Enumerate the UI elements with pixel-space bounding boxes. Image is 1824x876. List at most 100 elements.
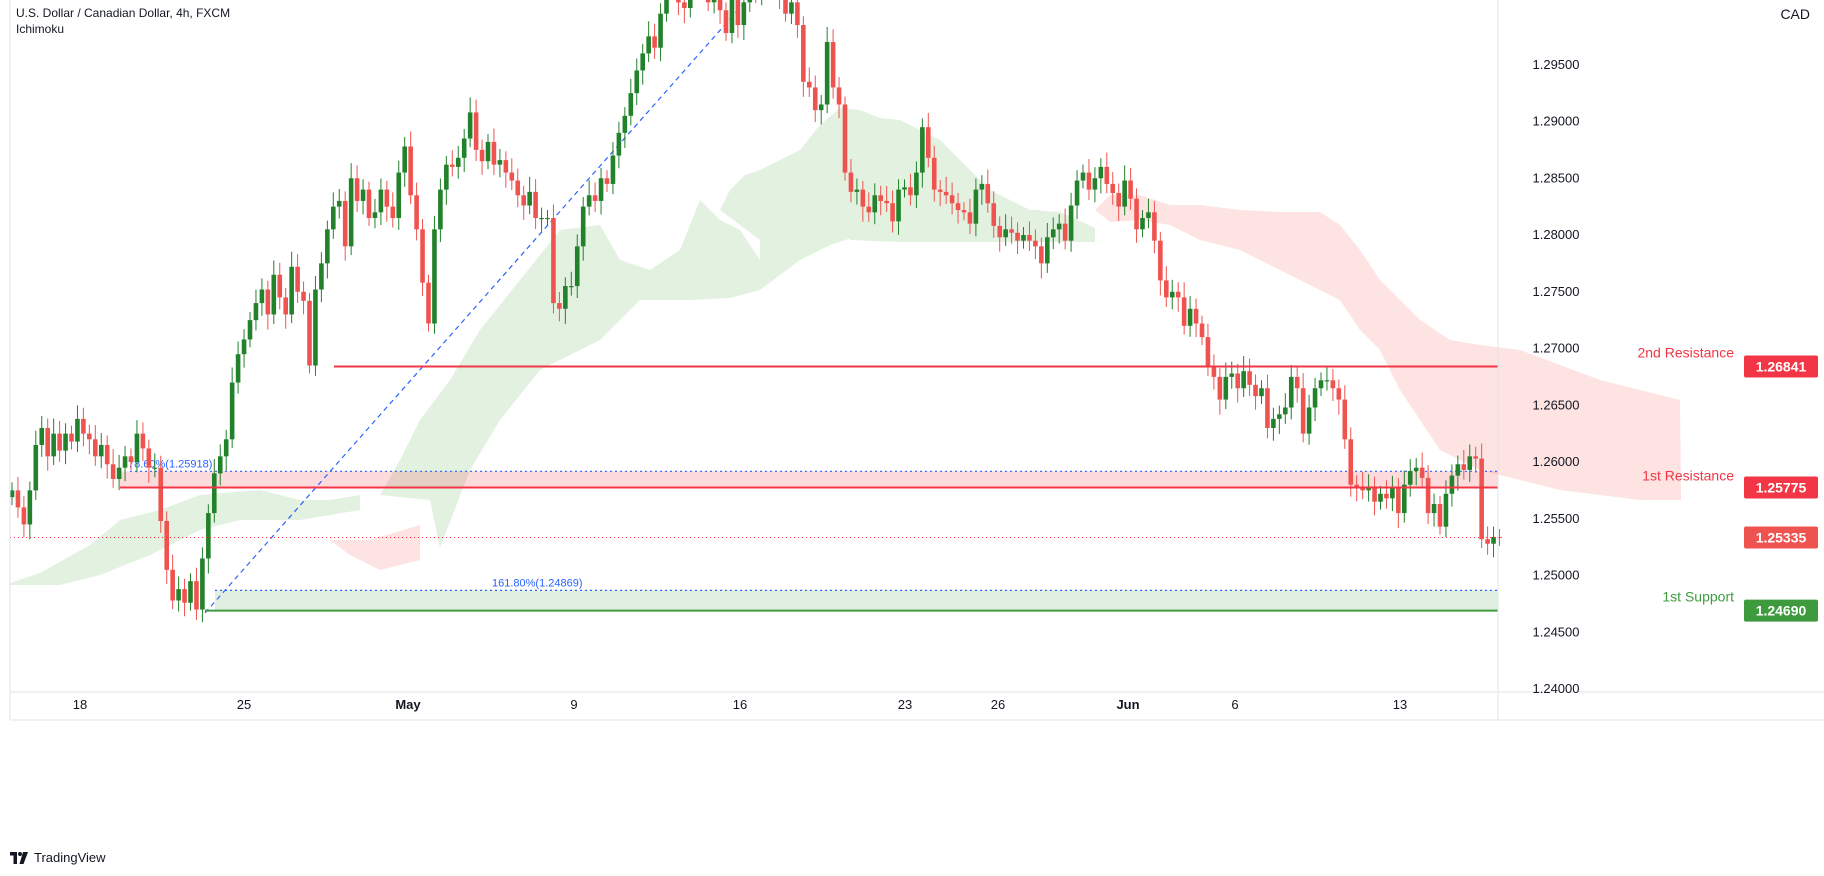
candle xyxy=(1384,480,1389,509)
candle xyxy=(735,0,741,38)
candle xyxy=(1491,526,1496,558)
candle-body xyxy=(1354,484,1359,487)
candle-body xyxy=(182,589,187,603)
candle xyxy=(479,139,485,175)
symbol-title[interactable]: U.S. Dollar / Canadian Dollar, 4h, FXCM xyxy=(16,6,231,20)
candle xyxy=(943,176,949,205)
candle xyxy=(336,189,342,219)
candle xyxy=(1265,374,1270,439)
candle xyxy=(973,178,979,237)
candle xyxy=(818,94,824,125)
candle xyxy=(69,425,74,450)
candle-body xyxy=(818,104,824,111)
candle xyxy=(640,43,645,85)
candle-body xyxy=(384,189,390,207)
candle xyxy=(795,0,800,38)
candle-body xyxy=(432,229,437,324)
candle xyxy=(1288,364,1294,420)
candle-body xyxy=(640,53,645,71)
candle xyxy=(949,182,955,215)
candle xyxy=(45,418,50,471)
candle-body xyxy=(1277,414,1282,419)
candle-body xyxy=(967,212,973,224)
candle-body xyxy=(949,195,955,204)
candle xyxy=(319,252,324,303)
candle-body xyxy=(1318,380,1324,389)
candle-body xyxy=(991,203,997,226)
candle xyxy=(1015,222,1020,255)
x-tick-label: 18 xyxy=(73,697,87,712)
candle-body xyxy=(503,160,509,173)
current-price-value: 1.25335 xyxy=(1756,529,1807,545)
candle xyxy=(1110,172,1116,205)
candle-body xyxy=(1413,467,1419,472)
candle-body xyxy=(973,189,979,224)
candle xyxy=(580,197,586,261)
candle-body xyxy=(937,189,943,192)
candle-body xyxy=(390,206,396,218)
footer-brand[interactable]: TradingView xyxy=(10,850,106,865)
candle xyxy=(557,291,562,322)
candle xyxy=(1342,385,1348,449)
candle-body xyxy=(1300,388,1306,434)
candle-body xyxy=(128,456,134,462)
candle xyxy=(75,405,80,452)
candle xyxy=(134,420,140,473)
candle xyxy=(1300,373,1306,443)
candle-body xyxy=(134,433,140,462)
candle xyxy=(21,496,27,538)
candle xyxy=(289,251,294,324)
candle xyxy=(104,435,110,479)
candle xyxy=(348,163,354,256)
candle-body xyxy=(1033,240,1038,247)
candle-body xyxy=(658,13,663,48)
candle xyxy=(723,2,729,41)
candle xyxy=(1497,528,1502,546)
candle-body xyxy=(21,507,27,525)
candle-body xyxy=(795,2,800,26)
candle-body xyxy=(682,2,687,9)
candle-body xyxy=(914,172,919,196)
candle xyxy=(1283,393,1288,424)
candle xyxy=(1098,158,1104,194)
candle-body xyxy=(140,433,146,449)
ichimoku-cloud-bull xyxy=(850,120,1095,242)
candle-body xyxy=(1116,193,1121,207)
candle xyxy=(354,165,360,213)
candle-body xyxy=(348,178,354,247)
candle-body xyxy=(247,320,253,340)
candle-body xyxy=(985,183,991,204)
candle xyxy=(9,482,15,506)
candle xyxy=(1116,183,1121,221)
candle xyxy=(455,145,461,179)
candle xyxy=(485,133,491,170)
candle xyxy=(1104,152,1110,194)
candle xyxy=(1312,377,1318,422)
candle-body xyxy=(1062,223,1068,241)
candle-body xyxy=(307,300,312,366)
candle-body xyxy=(200,558,205,610)
candle-body xyxy=(1467,456,1473,470)
candle xyxy=(1235,363,1240,403)
fib-level-label: 78.60%(1.25918) xyxy=(128,458,212,470)
candle-body xyxy=(414,195,419,230)
candle-body xyxy=(717,0,723,11)
candle xyxy=(265,280,271,330)
candle-body xyxy=(1009,229,1014,233)
indicator-label[interactable]: Ichimoku xyxy=(16,22,65,36)
candle-body xyxy=(27,490,33,525)
candle xyxy=(842,96,848,181)
candle-body xyxy=(592,195,598,201)
candle-body xyxy=(81,418,86,434)
candle-body xyxy=(830,42,836,88)
first-resistance-label: 1st Resistance xyxy=(1642,468,1734,484)
candle xyxy=(1158,231,1163,296)
candle xyxy=(1128,167,1133,210)
candle-body xyxy=(1479,458,1484,540)
candle xyxy=(1467,444,1473,482)
candle-body xyxy=(331,206,336,230)
y-tick-label: 1.24000 xyxy=(1533,681,1580,696)
candle-body xyxy=(812,87,818,111)
candle-body xyxy=(1158,240,1163,281)
